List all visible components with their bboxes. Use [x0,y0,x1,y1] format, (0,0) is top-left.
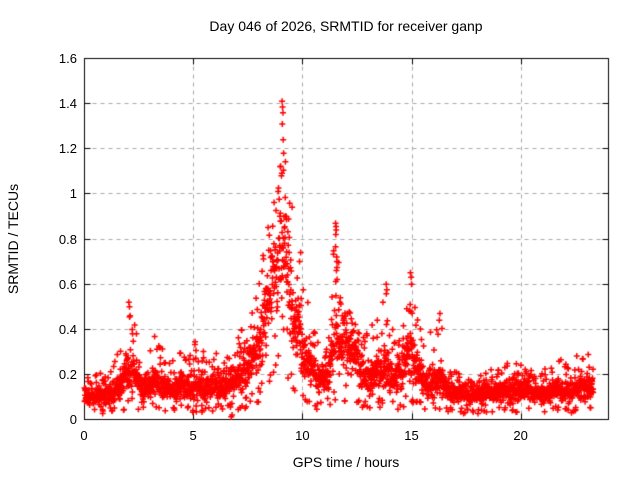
y-tick-label: 1.4 [58,96,77,112]
y-tick-label: 1.6 [58,51,77,66]
x-tick-label: 0 [80,428,88,443]
x-tick-label: 20 [513,428,528,443]
y-tick-label: 1.2 [58,141,77,157]
y-tick-label: 0.6 [58,276,77,292]
y-tick-label: 0.8 [58,231,77,247]
x-tick-label: 15 [404,428,419,443]
x-axis-label: GPS time / hours [292,454,400,470]
x-tick-label: 10 [295,428,310,443]
y-tick-label: 0.2 [58,366,77,382]
chart-title: Day 046 of 2026, SRMTID for receiver gan… [209,18,483,34]
y-tick-label: 0.4 [58,321,77,337]
y-tick-label: 1 [69,186,77,202]
y-tick-label: 0 [69,412,77,427]
x-tick-label: 5 [189,428,197,443]
